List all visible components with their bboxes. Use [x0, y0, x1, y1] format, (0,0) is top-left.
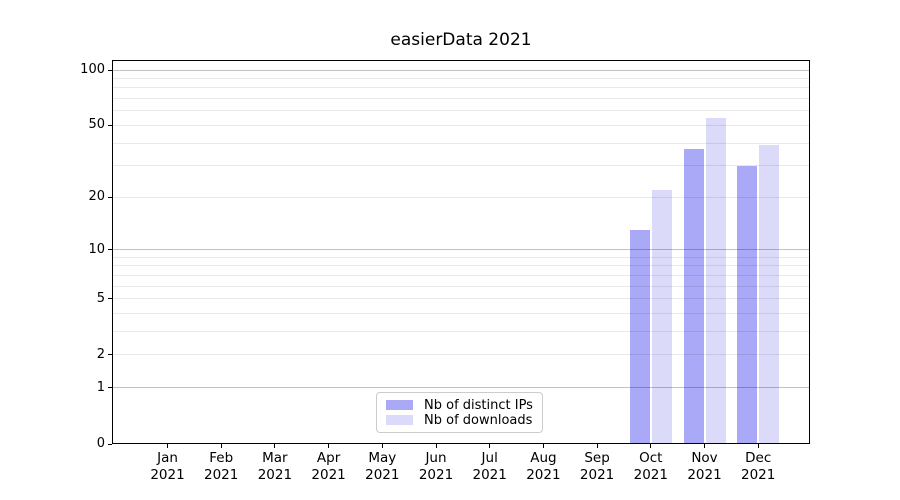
gridline-minor-4 [113, 313, 809, 315]
y-tick-label-100: 100 [80, 62, 105, 78]
bar-nov-distinct-ips [683, 149, 704, 443]
x-tick-label-aug: Aug 2021 [526, 450, 561, 483]
legend: Nb of distinct IPs Nb of downloads [376, 392, 543, 433]
x-tick-label-apr: Apr 2021 [311, 450, 346, 483]
gridline-minor-80 [113, 87, 809, 89]
y-tick-mark-0 [108, 443, 112, 445]
y-tick-label-2: 2 [96, 346, 105, 362]
x-tick-mark-oct [650, 444, 652, 448]
gridline-minor-5 [113, 298, 809, 300]
gridline-minor-9 [113, 256, 809, 258]
legend-row-distinct-ips: Nb of distinct IPs [386, 397, 534, 413]
x-tick-mark-jul [489, 444, 491, 448]
legend-label-distinct-ips: Nb of distinct IPs [424, 397, 533, 413]
x-tick-mark-feb [220, 444, 222, 448]
bar-dec-distinct-ips [737, 166, 758, 443]
gridline-minor-30 [113, 165, 809, 167]
y-tick-mark-1 [108, 387, 112, 389]
y-tick-label-1: 1 [96, 379, 105, 395]
legend-swatch-downloads [386, 415, 413, 425]
chart-title: easierData 2021 [390, 30, 532, 50]
legend-row-downloads: Nb of downloads [386, 412, 534, 428]
gridline-minor-7 [113, 275, 809, 277]
gridline-minor-3 [113, 331, 809, 333]
bars-layer [113, 61, 809, 443]
y-tick-mark-2 [108, 354, 112, 356]
legend-label-downloads: Nb of downloads [424, 412, 533, 428]
x-tick-label-mar: Mar 2021 [257, 450, 293, 483]
y-tick-mark-20 [108, 196, 112, 198]
gridline-minor-40 [113, 142, 809, 144]
bar-oct-downloads [651, 190, 672, 443]
gridline-minor-8 [113, 265, 809, 267]
y-tick-label-10: 10 [88, 241, 105, 257]
x-tick-mark-apr [328, 444, 330, 448]
gridline-minor-60 [113, 110, 809, 112]
gridline-minor-20 [113, 196, 809, 198]
x-tick-label-feb: Feb 2021 [204, 450, 239, 483]
bar-nov-downloads [705, 118, 726, 443]
bar-dec-downloads [759, 145, 780, 443]
x-tick-label-dec: Dec 2021 [741, 450, 776, 483]
x-tick-mark-may [381, 444, 383, 448]
gridline-major-10 [113, 249, 809, 251]
legend-swatch-distinct-ips [386, 400, 413, 410]
gridline-minor-70 [113, 98, 809, 100]
x-tick-mark-mar [274, 444, 276, 448]
x-tick-label-jul: Jul 2021 [472, 450, 507, 483]
gridline-minor-90 [113, 78, 809, 80]
grid-layer [113, 61, 809, 443]
y-tick-label-0: 0 [96, 436, 105, 451]
x-tick-label-jan: Jan 2021 [150, 450, 185, 483]
gridline-minor-6 [113, 285, 809, 287]
x-tick-label-nov: Nov 2021 [687, 450, 722, 483]
gridline-major-100 [113, 69, 809, 71]
y-tick-label-50: 50 [88, 117, 105, 133]
x-tick-label-jun: Jun 2021 [418, 450, 454, 483]
x-tick-mark-jun [435, 444, 437, 448]
x-tick-mark-aug [542, 444, 544, 448]
y-tick-mark-100 [108, 69, 112, 71]
x-tick-label-sep: Sep 2021 [579, 450, 615, 483]
x-tick-mark-dec [757, 444, 759, 448]
gridline-minor-50 [113, 124, 809, 126]
y-tick-label-5: 5 [96, 290, 105, 306]
x-tick-label-may: May 2021 [365, 450, 400, 483]
x-tick-mark-sep [596, 444, 598, 448]
x-tick-label-oct: Oct 2021 [633, 450, 668, 483]
y-tick-mark-50 [108, 124, 112, 126]
x-tick-mark-nov [704, 444, 705, 448]
bar-oct-distinct-ips [629, 230, 650, 443]
y-tick-mark-10 [108, 249, 112, 251]
y-tick-mark-5 [108, 298, 112, 300]
x-tick-mark-jan [167, 444, 168, 448]
plot-area: Nb of distinct IPs Nb of downloads [112, 60, 810, 444]
y-tick-label-20: 20 [88, 189, 105, 205]
gridline-major-1 [113, 387, 809, 389]
gridline-minor-2 [113, 354, 809, 356]
